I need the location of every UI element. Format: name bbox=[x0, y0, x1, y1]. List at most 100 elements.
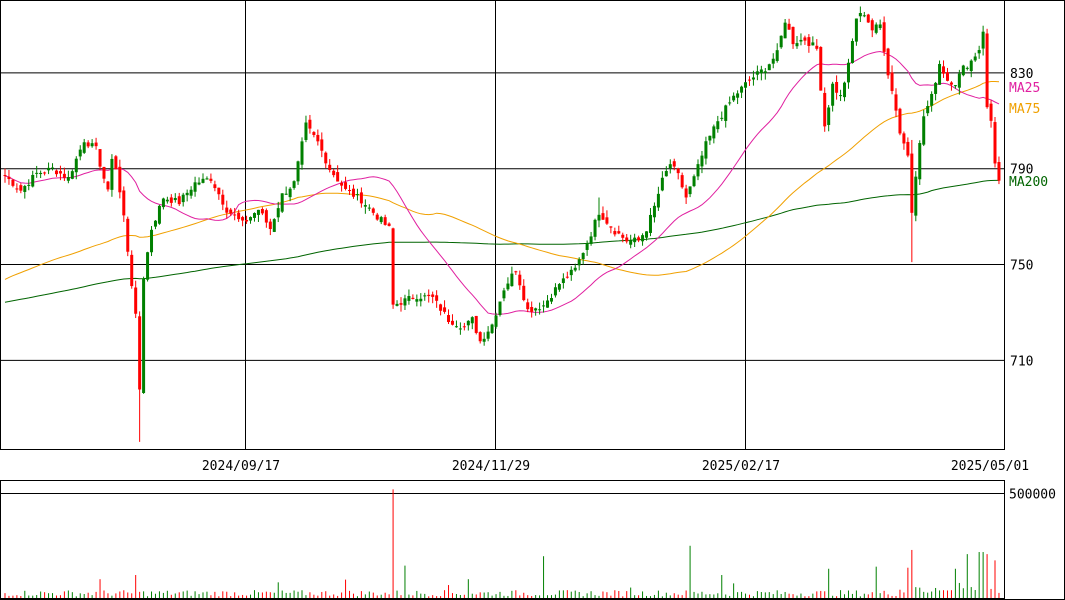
candle-body bbox=[300, 141, 304, 165]
candle-body bbox=[193, 182, 197, 192]
candle-body bbox=[102, 166, 106, 179]
date-label: 2025/02/17 bbox=[702, 459, 780, 474]
candle-body bbox=[882, 22, 886, 52]
price-panel-frame bbox=[0, 0, 1005, 450]
candle-body bbox=[557, 284, 561, 290]
candle-body bbox=[744, 82, 748, 88]
candle-body bbox=[569, 269, 573, 276]
candle-body bbox=[530, 306, 534, 312]
candle-body bbox=[98, 149, 102, 167]
candle-body bbox=[454, 326, 458, 328]
candle-body bbox=[613, 231, 617, 235]
candle-body bbox=[597, 214, 601, 221]
candle-body bbox=[736, 93, 740, 98]
candle-body bbox=[249, 217, 253, 221]
candle-body bbox=[431, 294, 435, 297]
candle-body bbox=[787, 23, 791, 30]
candle-body bbox=[39, 172, 43, 175]
candle-body bbox=[866, 14, 870, 23]
candle-body bbox=[633, 237, 637, 243]
candle-body bbox=[142, 278, 146, 393]
price-tick-label: 710 bbox=[1010, 354, 1033, 369]
candle-body bbox=[969, 60, 973, 72]
candle-body bbox=[110, 158, 114, 190]
candle-body bbox=[443, 307, 447, 312]
candle-body bbox=[783, 22, 787, 39]
candle-body bbox=[775, 50, 779, 61]
candle-body bbox=[985, 33, 989, 108]
candle-body bbox=[664, 171, 668, 177]
candle-body bbox=[470, 317, 474, 324]
candle-body bbox=[157, 205, 161, 224]
date-label: 2025/05/01 bbox=[951, 459, 1029, 474]
candle-body bbox=[348, 190, 352, 192]
candle-body bbox=[217, 187, 221, 195]
candle-body bbox=[993, 122, 997, 164]
candle-body bbox=[268, 221, 272, 230]
candle-body bbox=[375, 214, 379, 220]
candle-body bbox=[807, 37, 811, 46]
candle-body bbox=[843, 82, 847, 98]
candle-body bbox=[676, 168, 680, 174]
candle-body bbox=[241, 217, 245, 221]
candle-body bbox=[90, 143, 94, 147]
candle-body bbox=[542, 305, 546, 307]
candle-body bbox=[150, 229, 154, 253]
candle-body bbox=[78, 149, 82, 157]
candle-body bbox=[173, 197, 177, 201]
candle-body bbox=[411, 297, 415, 299]
candle-body bbox=[740, 86, 744, 93]
candle-body bbox=[732, 95, 736, 101]
candle-body bbox=[700, 155, 704, 167]
candle-body bbox=[252, 213, 256, 218]
ma75-line bbox=[4, 81, 1000, 280]
candle-body bbox=[130, 254, 134, 287]
candle-body bbox=[308, 119, 312, 129]
candle-body bbox=[672, 161, 676, 167]
candle-body bbox=[312, 132, 316, 135]
candle-body bbox=[47, 167, 51, 171]
price-tick-label: 790 bbox=[1010, 163, 1033, 178]
candle-body bbox=[811, 42, 815, 46]
candle-body bbox=[577, 259, 581, 266]
volume-panel-frame bbox=[0, 480, 1005, 599]
candle-body bbox=[934, 82, 938, 94]
candle-body bbox=[395, 303, 399, 306]
candle-body bbox=[15, 188, 19, 190]
candle-body bbox=[981, 31, 985, 49]
price-tick-label: 750 bbox=[1010, 259, 1033, 274]
candle-body bbox=[874, 24, 878, 33]
candle-body bbox=[585, 243, 589, 250]
candle-body bbox=[938, 63, 942, 85]
date-label: 2024/11/29 bbox=[452, 459, 530, 474]
candle-body bbox=[953, 85, 957, 87]
candle-body bbox=[478, 332, 482, 342]
candle-body bbox=[344, 182, 348, 189]
candle-body bbox=[942, 66, 946, 74]
candle-body bbox=[391, 228, 395, 305]
candle-body bbox=[225, 207, 229, 213]
candle-body bbox=[31, 174, 35, 187]
candle-body bbox=[629, 240, 633, 245]
candle-body bbox=[918, 143, 922, 180]
candle-body bbox=[256, 209, 260, 215]
candle-body bbox=[280, 193, 284, 212]
candle-body bbox=[949, 82, 953, 85]
candle-body bbox=[930, 93, 934, 106]
ma25-line bbox=[4, 50, 1000, 315]
candle-body bbox=[641, 235, 645, 242]
candle-body bbox=[977, 50, 981, 54]
candle-body bbox=[799, 39, 803, 42]
candle-body bbox=[70, 171, 74, 179]
volume-axis-ticks: 500000 bbox=[1009, 488, 1056, 503]
candle-body bbox=[474, 315, 478, 333]
candle-body bbox=[66, 177, 70, 181]
candle-body bbox=[351, 188, 355, 197]
candle-body bbox=[134, 287, 138, 314]
candle-body bbox=[82, 142, 86, 153]
candle-body bbox=[609, 226, 613, 228]
candle-body bbox=[957, 73, 961, 88]
candle-body bbox=[763, 71, 767, 73]
candle-body bbox=[379, 217, 383, 223]
